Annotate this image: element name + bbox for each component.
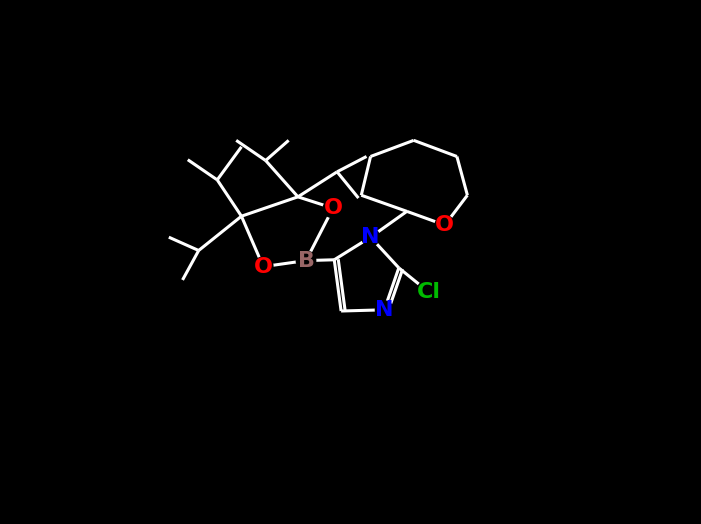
Circle shape [416,280,441,304]
Circle shape [435,215,454,235]
Circle shape [376,301,393,319]
Text: O: O [324,198,343,218]
Circle shape [323,199,343,218]
Circle shape [254,257,273,276]
Text: B: B [297,250,315,270]
Circle shape [297,251,315,270]
Circle shape [362,228,379,246]
Text: O: O [254,257,273,277]
Text: N: N [375,300,393,320]
Text: O: O [435,215,454,235]
Text: Cl: Cl [416,282,441,302]
Text: N: N [361,227,380,247]
